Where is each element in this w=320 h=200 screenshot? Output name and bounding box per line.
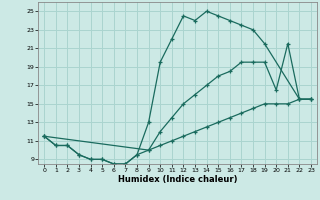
X-axis label: Humidex (Indice chaleur): Humidex (Indice chaleur) <box>118 175 237 184</box>
